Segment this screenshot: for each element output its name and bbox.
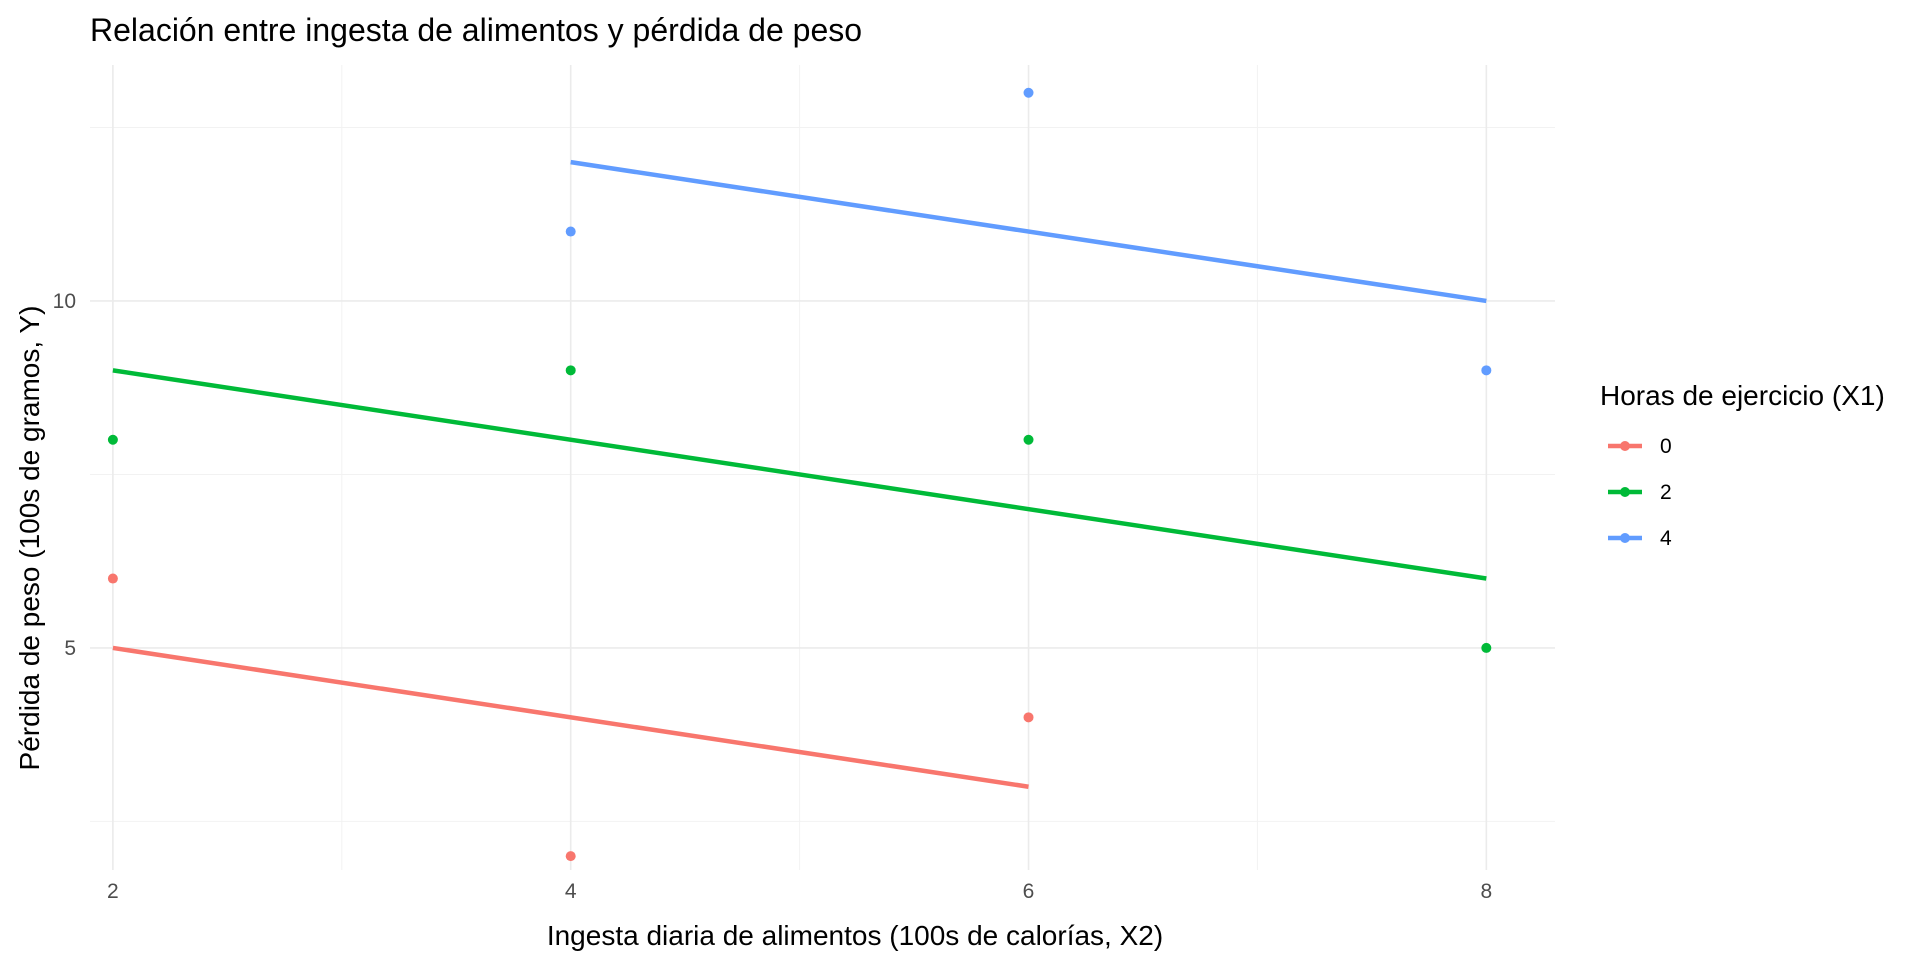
data-point-series-2 xyxy=(107,434,118,445)
data-point-series-2 xyxy=(565,365,576,376)
chart-title: Relación entre ingesta de alimentos y pé… xyxy=(90,12,862,48)
data-point-series-0 xyxy=(565,851,576,862)
data-point-series-0 xyxy=(1023,712,1034,723)
fit-line-series-2 xyxy=(112,368,1487,581)
data-point-series-2 xyxy=(1481,642,1492,653)
grid xyxy=(90,65,1555,870)
legend-key-point-4 xyxy=(1620,533,1630,543)
y-tick-label: 5 xyxy=(64,637,76,660)
x-tick-label: 2 xyxy=(107,880,119,903)
fit-line-series-0 xyxy=(112,645,1029,789)
data-point-series-0 xyxy=(107,573,118,584)
legend-items: 0 2 4 xyxy=(1608,435,1672,550)
legend-label-4: 4 xyxy=(1660,527,1672,550)
data-point-series-4 xyxy=(1481,365,1492,376)
x-tick-label: 8 xyxy=(1480,880,1492,903)
legend: Horas de ejercicio (X1) 0 2 4 xyxy=(1600,380,1885,550)
x-tick-label: 6 xyxy=(1023,880,1035,903)
fit-lines xyxy=(112,159,1487,789)
legend-title: Horas de ejercicio (X1) xyxy=(1600,380,1885,411)
x-axis-title: Ingesta diaria de alimentos (100s de cal… xyxy=(547,920,1163,951)
legend-label-0: 0 xyxy=(1660,435,1672,458)
data-points xyxy=(107,87,1492,862)
x-tick-label: 4 xyxy=(565,880,577,903)
y-tick-label: 10 xyxy=(53,290,76,313)
legend-label-2: 2 xyxy=(1660,481,1672,504)
y-axis-title: Pérdida de peso (100s de gramos, Y) xyxy=(14,306,45,771)
tick-labels: 2 4 6 8 5 10 xyxy=(53,290,1493,903)
data-point-series-4 xyxy=(1023,87,1034,98)
fit-line-series-4 xyxy=(570,159,1487,304)
legend-key-point-2 xyxy=(1620,487,1630,497)
data-point-series-2 xyxy=(1023,434,1034,445)
data-point-series-4 xyxy=(565,226,576,237)
legend-key-point-0 xyxy=(1620,441,1630,451)
